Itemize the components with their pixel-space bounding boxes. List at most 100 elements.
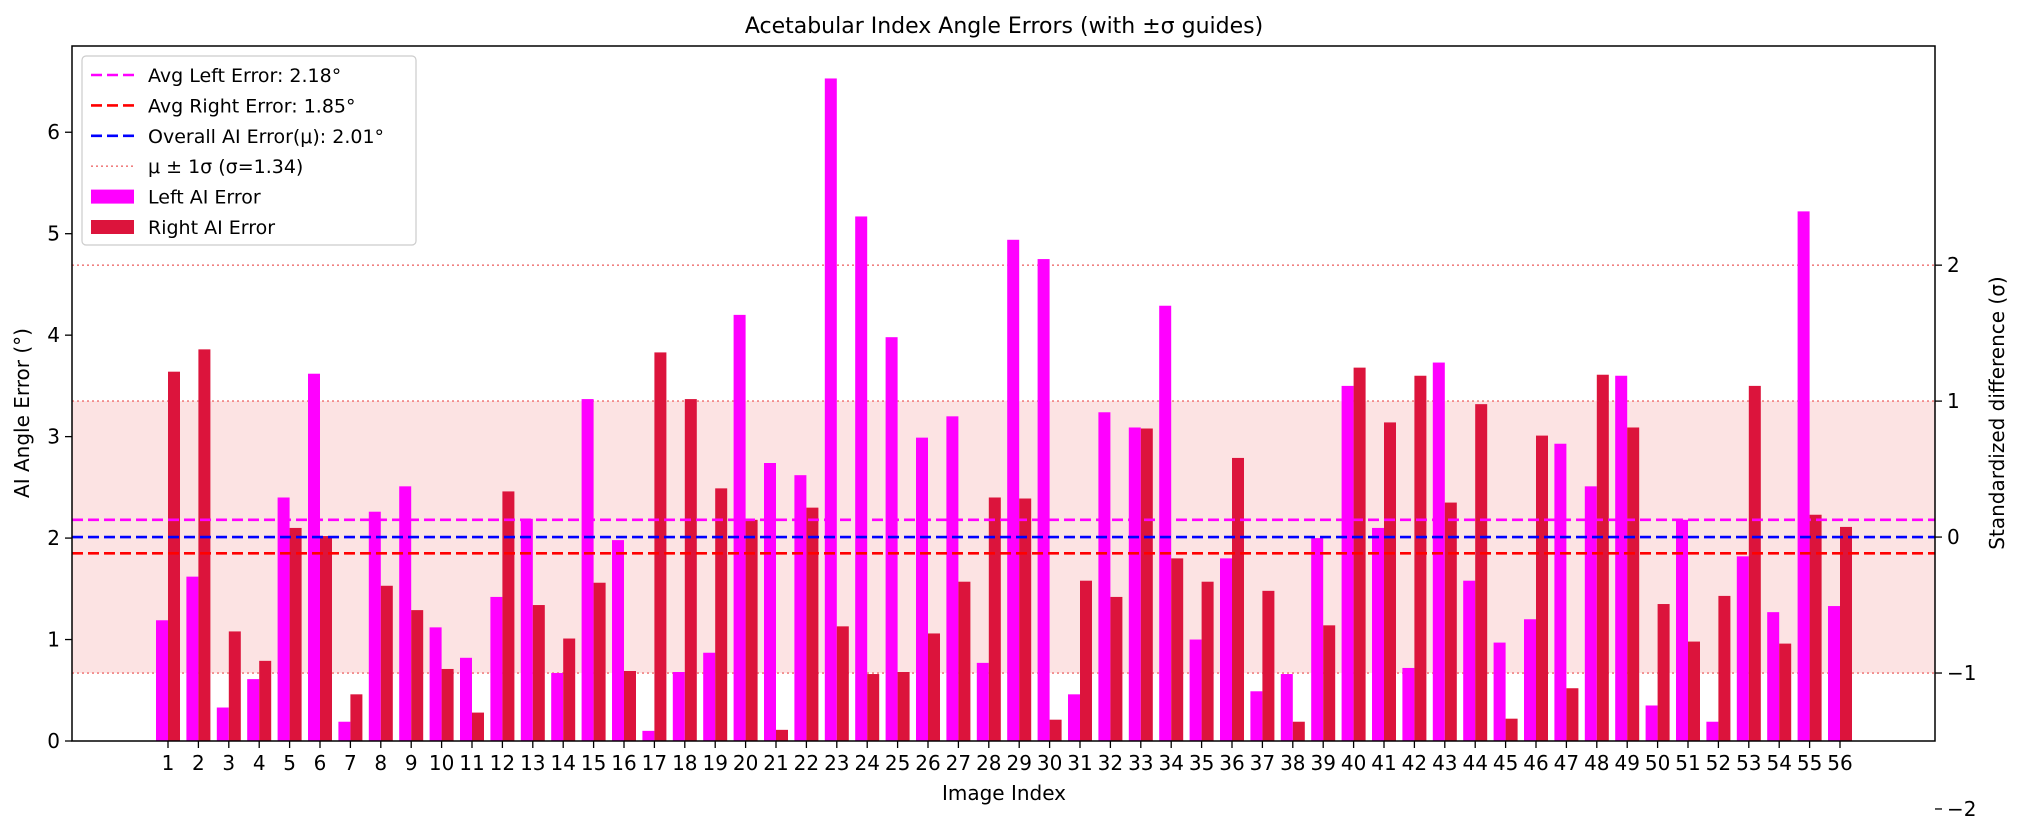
- right-bar-13: [532, 605, 545, 741]
- right-bar-10: [441, 668, 454, 741]
- x-tick-label-54: 54: [1766, 751, 1791, 775]
- left-bar-47: [1554, 443, 1567, 741]
- right-bar-56: [1840, 526, 1852, 741]
- x-tick-label-11: 11: [459, 751, 484, 775]
- x-tick-label-19: 19: [702, 751, 727, 775]
- x-tick-label-27: 27: [946, 751, 971, 775]
- left-bar-1: [156, 620, 168, 741]
- left-bar-17: [642, 730, 655, 741]
- left-bar-34: [1159, 305, 1172, 741]
- left-bar-35: [1189, 639, 1202, 741]
- left-bar-49: [1615, 375, 1628, 741]
- x-tick-label-23: 23: [824, 751, 849, 775]
- x-tick-label-34: 34: [1158, 751, 1183, 775]
- left-bar-5: [277, 497, 290, 741]
- right-bar-53: [1748, 385, 1761, 741]
- x-tick-label-17: 17: [642, 751, 667, 775]
- x-tick-label-4: 4: [253, 751, 266, 775]
- y-tick-label-5: 5: [47, 222, 60, 246]
- left-bar-9: [399, 486, 412, 741]
- left-bar-52: [1706, 721, 1719, 741]
- left-bar-20: [733, 314, 746, 741]
- x-tick-label-9: 9: [405, 751, 418, 775]
- y-tick-label-1: 1: [47, 628, 60, 652]
- left-bar-10: [429, 627, 442, 741]
- right-bar-18: [684, 399, 697, 741]
- right-bar-6: [320, 536, 332, 741]
- right-bar-19: [715, 488, 728, 741]
- right-bar-23: [836, 626, 849, 741]
- left-bar-7: [338, 721, 351, 741]
- x-tick-label-7: 7: [344, 751, 357, 775]
- right-bar-54: [1779, 643, 1792, 741]
- x-tick-label-39: 39: [1310, 751, 1335, 775]
- left-bar-46: [1524, 619, 1536, 741]
- x-tick-label-3: 3: [222, 751, 235, 775]
- y-tick-label-2: 2: [47, 526, 60, 550]
- x-tick-label-16: 16: [611, 751, 636, 775]
- right-bar-3: [228, 631, 241, 741]
- right-bar-7: [350, 694, 363, 741]
- legend-marker-series-1: [91, 220, 134, 234]
- x-tick-label-46: 46: [1523, 751, 1548, 775]
- legend-label-reference-2: Overall AI Error(μ): 2.01°: [148, 126, 384, 148]
- left-bar-21: [764, 463, 776, 741]
- left-bar-18: [672, 672, 685, 741]
- left-bar-22: [794, 475, 807, 741]
- x-tick-label-6: 6: [314, 751, 327, 775]
- left-bar-8: [368, 511, 381, 741]
- x-tick-label-18: 18: [672, 751, 697, 775]
- x-tick-label-56: 56: [1827, 751, 1852, 775]
- right-bar-14: [563, 638, 576, 741]
- right-bar-17: [654, 352, 667, 741]
- right-bar-22: [806, 507, 819, 741]
- right-bar-38: [1292, 721, 1305, 741]
- left-bar-48: [1584, 486, 1597, 741]
- x-tick-label-49: 49: [1614, 751, 1639, 775]
- x-tick-label-50: 50: [1645, 751, 1670, 775]
- y-tick-label-4: 4: [47, 323, 60, 347]
- left-bar-51: [1676, 519, 1688, 741]
- x-tick-label-31: 31: [1067, 751, 1092, 775]
- x-tick-label-53: 53: [1736, 751, 1761, 775]
- right-bar-34: [1171, 558, 1184, 741]
- x-tick-label-45: 45: [1493, 751, 1518, 775]
- right-bar-2: [198, 349, 211, 741]
- x-tick-label-10: 10: [429, 751, 454, 775]
- left-bar-30: [1037, 259, 1050, 741]
- x-tick-label-52: 52: [1706, 751, 1731, 775]
- left-bar-39: [1311, 538, 1324, 741]
- left-bar-44: [1463, 580, 1476, 741]
- x-tick-label-55: 55: [1797, 751, 1822, 775]
- right-bar-9: [411, 610, 424, 741]
- right-bar-12: [502, 491, 515, 741]
- left-bar-32: [1098, 412, 1111, 741]
- right-bar-37: [1262, 590, 1275, 741]
- legend-marker-series-0: [91, 189, 134, 204]
- x-tick-label-40: 40: [1341, 751, 1366, 775]
- right-bar-45: [1505, 718, 1518, 741]
- left-bar-4: [247, 679, 260, 741]
- right-bar-8: [380, 585, 393, 741]
- right-bar-35: [1201, 581, 1214, 741]
- right-bar-27: [958, 581, 971, 741]
- right-bar-21: [776, 729, 788, 741]
- chart-title: Acetabular Index Angle Errors (with ±σ g…: [745, 14, 1263, 39]
- y-axis-label: AI Angle Error (°): [10, 328, 34, 498]
- right-bar-50: [1657, 604, 1670, 741]
- right-bar-41: [1384, 422, 1396, 741]
- x-tick-label-24: 24: [854, 751, 879, 775]
- right-bar-42: [1414, 375, 1427, 741]
- right-bar-31: [1080, 580, 1092, 741]
- x-tick-label-48: 48: [1584, 751, 1609, 775]
- y-tick-label-3: 3: [47, 425, 60, 449]
- right-bar-55: [1809, 514, 1822, 741]
- right-bar-36: [1232, 457, 1244, 741]
- left-bar-42: [1402, 667, 1415, 741]
- left-bar-31: [1068, 694, 1080, 741]
- right-bar-39: [1323, 625, 1336, 741]
- y-tick-label-6: 6: [47, 120, 60, 144]
- left-bar-13: [520, 518, 533, 741]
- right-bar-5: [289, 527, 302, 741]
- x-tick-label-44: 44: [1462, 751, 1487, 775]
